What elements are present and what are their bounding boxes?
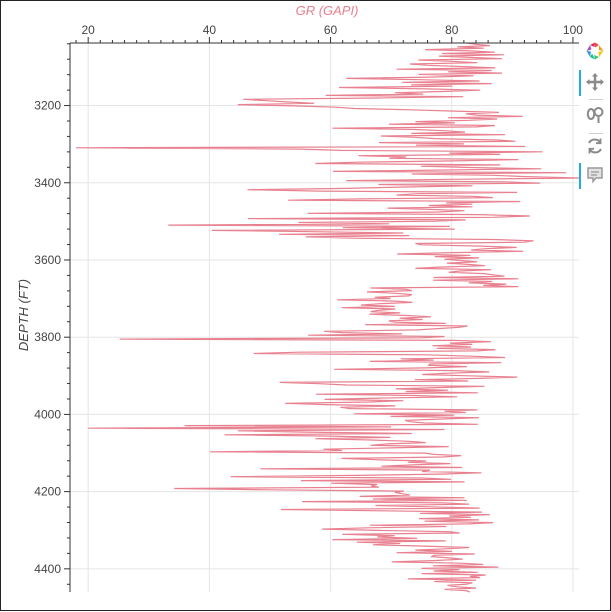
- y-tick-label: 4400: [34, 562, 61, 576]
- x-tick-label: 20: [81, 23, 95, 37]
- pan-tool-icon[interactable]: [579, 68, 611, 96]
- reset-icon[interactable]: [579, 132, 611, 160]
- y-tick-label: 3400: [34, 176, 61, 190]
- x-tick-label: 60: [324, 23, 338, 37]
- y-tick-label: 3600: [34, 253, 61, 267]
- gr-log-line: [76, 42, 580, 593]
- y-tick-label: 3200: [34, 99, 61, 113]
- y-axis-label: DEPTH (FT): [16, 279, 31, 351]
- gr-log-series: [76, 42, 580, 593]
- x-tick-label: 80: [445, 23, 459, 37]
- bokeh-logo-icon[interactable]: [579, 37, 611, 65]
- hover-tooltip-icon[interactable]: [579, 161, 611, 189]
- x-tick-label: 40: [203, 23, 217, 37]
- wheel-zoom-icon[interactable]: [579, 101, 611, 129]
- x-axis-label: GR (GAPI): [296, 3, 359, 18]
- axes: 20 40 60 80 100 3200 3400 3600 3800 4000 4200 4400: [34, 23, 583, 592]
- toolbar-separator: [589, 133, 603, 134]
- y-tick-label: 4000: [34, 407, 61, 421]
- toolbar: [579, 37, 611, 197]
- x-tick-label: 100: [563, 23, 583, 37]
- y-tick-label: 3800: [34, 330, 61, 344]
- toolbar-separator: [589, 99, 603, 100]
- y-tick-label: 4200: [34, 485, 61, 499]
- grid: [70, 43, 579, 592]
